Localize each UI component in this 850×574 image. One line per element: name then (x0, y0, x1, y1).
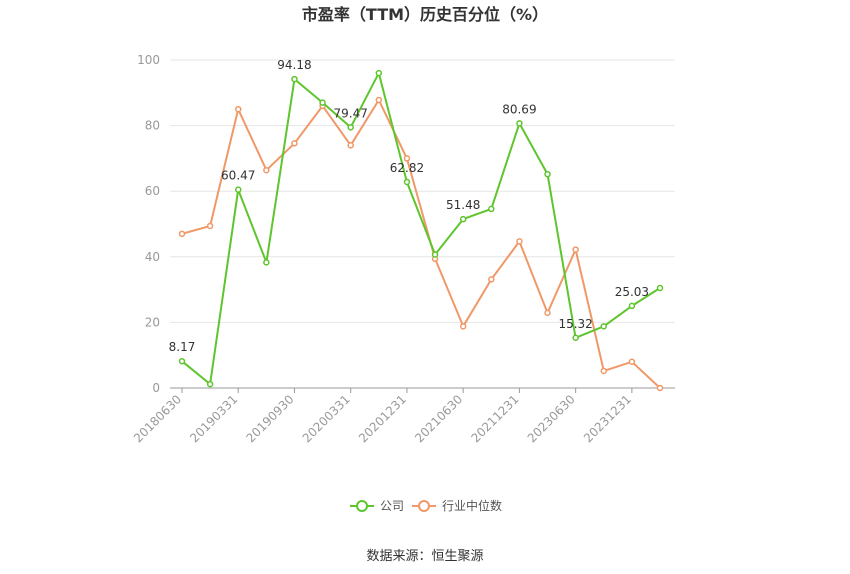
data-point (375, 69, 383, 77)
data-label: 8.17 (169, 340, 196, 354)
data-point (572, 246, 579, 253)
data-point (656, 284, 664, 292)
x-tick-label: 20200331 (300, 392, 353, 445)
data-point (178, 230, 186, 238)
data-point (544, 309, 551, 317)
legend-item[interactable]: 公司 (350, 499, 404, 513)
data-labels: 8.17 60.47 94.18 79.47 62.82 51.48 80.69 15.32 2… (169, 58, 649, 354)
y-tick-label: 40 (145, 250, 160, 264)
legend-marker (356, 500, 368, 512)
data-point (206, 222, 214, 230)
data-point (403, 155, 411, 162)
legend-marker (418, 500, 430, 512)
data-point (347, 124, 354, 131)
data-point (403, 178, 411, 186)
data-point (600, 323, 608, 330)
data-point (459, 215, 467, 223)
data-label: 80.69 (502, 102, 536, 116)
data-point (488, 276, 495, 283)
y-tick-label: 80 (145, 119, 160, 133)
legend-label: 公司 (380, 499, 404, 513)
series-line (181, 72, 661, 386)
data-point (234, 186, 242, 193)
data-point (206, 380, 214, 388)
series-line (181, 99, 661, 389)
data-point (263, 259, 270, 266)
data-label: 94.18 (277, 58, 311, 72)
data-label: 60.47 (221, 169, 255, 183)
data-point (544, 170, 551, 178)
data-label: 79.47 (334, 106, 368, 120)
data-point (572, 334, 579, 342)
y-axis: 0 20 40 60 80 100 (137, 53, 160, 395)
data-point (628, 358, 636, 366)
data-point (516, 120, 523, 127)
data-point (656, 384, 664, 392)
data-point (459, 323, 467, 330)
data-point (291, 140, 298, 147)
y-tick-label: 0 (152, 381, 160, 395)
series-layer (178, 69, 664, 392)
x-tick-label: 20211231 (468, 392, 521, 445)
data-label: 62.82 (390, 161, 424, 175)
x-tick-label: 20230630 (525, 392, 578, 445)
x-tick-label: 20190930 (244, 392, 297, 445)
x-tick-label: 20210630 (412, 392, 465, 445)
data-point (319, 99, 326, 106)
data-point (600, 367, 608, 375)
x-tick-label: 20231231 (581, 392, 634, 445)
data-point (347, 142, 354, 149)
grid (170, 59, 675, 323)
data-label: 51.48 (446, 198, 480, 212)
data-label: 15.32 (558, 317, 592, 331)
data-point (263, 166, 270, 174)
data-point (375, 96, 383, 104)
data-point (516, 238, 523, 245)
legend-label: 行业中位数 (442, 498, 502, 513)
y-tick-label: 20 (145, 315, 160, 329)
data-point (178, 357, 186, 365)
source-note: 数据来源：恒生聚源 (366, 549, 483, 564)
legend-item[interactable]: 行业中位数 (412, 498, 502, 513)
y-tick-label: 100 (137, 53, 160, 67)
x-tick-label: 20190331 (187, 392, 240, 445)
x-tick-label: 20180630 (131, 392, 184, 445)
x-tick-label: 20201231 (356, 392, 409, 445)
data-point (234, 105, 242, 113)
data-label: 25.03 (615, 285, 649, 299)
y-tick-label: 60 (145, 184, 160, 198)
data-point (628, 302, 636, 310)
data-point (291, 75, 298, 83)
legend[interactable]: 公司 行业中位数 (350, 498, 502, 513)
chart-title: 市盈率（TTM）历史百分位（%） (302, 5, 548, 24)
data-point (488, 205, 495, 213)
data-point (431, 251, 439, 258)
x-axis: 20180630 20190331 20190930 20200331 20201231… (131, 387, 675, 445)
